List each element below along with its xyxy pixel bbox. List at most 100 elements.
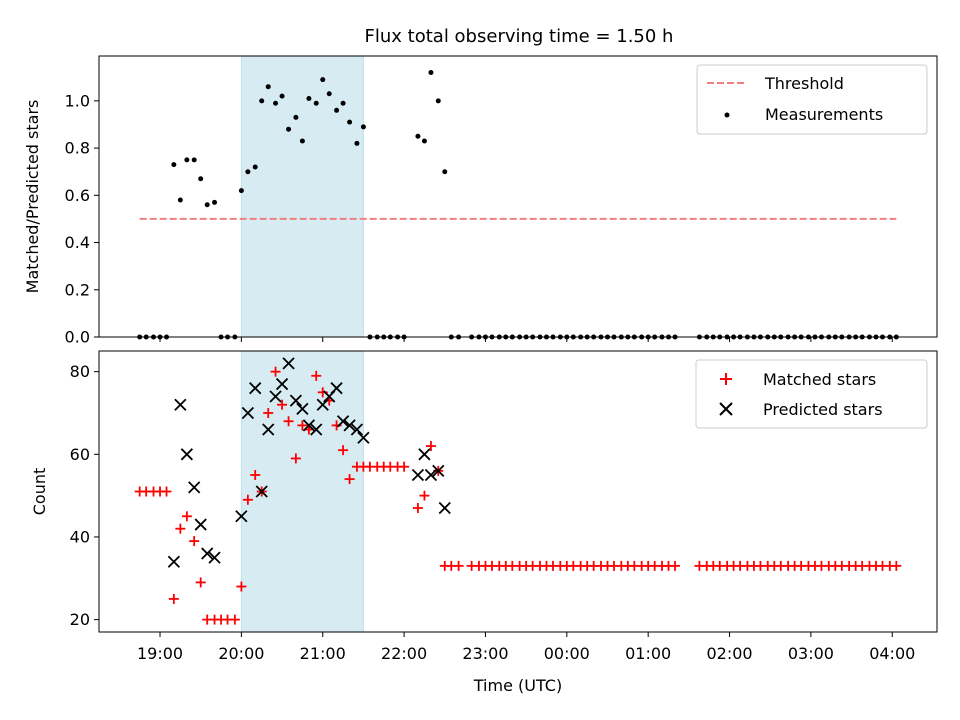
bottom-y-axis-label: Count [30,468,49,516]
measurement-point [415,133,421,139]
matched-star-point [283,416,294,427]
matched-star-point [236,581,247,592]
bottom-y-tick-label: 20 [70,610,90,629]
measurement-point [252,164,258,170]
measurement-point [198,176,204,182]
top-legend-box [696,64,928,135]
measurement-point [259,98,265,104]
matched-star-point [168,593,179,604]
matched-star-point [181,511,192,522]
x-axis-label: Time (UTC) [473,676,562,695]
predicted-star-point [336,415,350,428]
x-tick-label: 19:00 [137,644,183,663]
measurement-point [279,93,285,99]
measurement-point [299,138,305,144]
matched-star-point [242,494,253,505]
top-axes-frame [98,55,938,338]
measurement-point [306,96,312,102]
measurement-point [191,157,197,163]
predicted-star-point [241,406,255,420]
bottom-legend-box [695,359,928,429]
matched-star-point [229,614,240,625]
bottom-y-tick-label: 80 [70,362,90,381]
top-y-tick-label: 0.2 [65,280,90,299]
x-tick-label: 23:00 [462,644,508,663]
measurement-point [421,138,427,144]
bottom-panel: 20 40 60 80 19:00 20:00 21:00 22:00 23:00 00:00 0… [30,350,938,695]
matched-star-point [891,560,902,571]
predicted-star-point [208,551,221,564]
predicted-star-point [174,398,187,411]
matched-star-point [270,366,281,377]
measurement-point [293,114,299,120]
predicted-star-point [249,382,262,395]
bottom-y-tick-label: 60 [70,445,90,464]
predicted-star-point [167,555,180,568]
top-panel: 0.0 0.2 0.4 0.6 0.8 1.0 Matched/Predicted sta… [23,55,938,347]
top-y-axis-label: Matched/Predicted stars [23,100,42,294]
measurement-point [360,124,366,130]
x-tick-label: 22:00 [381,644,427,663]
predicted-star-point [296,402,309,415]
legend-predicted-label: Predicted stars [763,400,883,419]
measurement-point [334,107,340,113]
legend-matched-label: Matched stars [763,370,876,389]
measurement-point [184,157,190,163]
matched-star-point [250,469,261,480]
x-tick-label: 04:00 [869,644,915,663]
legend-threshold-label: Threshold [764,74,844,93]
matched-star-point [263,407,274,418]
matched-star-point [399,461,410,472]
matched-star-point [290,453,301,464]
predicted-star-point [330,382,343,395]
matched-star-point [311,370,322,381]
matched-star-point [425,441,436,452]
measurement-point [204,202,210,208]
top-y-tick-label: 0.0 [65,328,90,347]
matched-star-point [453,560,464,571]
measurement-point [320,77,326,83]
predicted-star-point [235,510,248,523]
legend-matched-swatch [720,373,732,385]
matched-star-point [189,536,200,547]
predicted-star-point [411,468,425,482]
predicted-star-point [432,464,445,477]
top-y-ticks: 0.0 0.2 0.4 0.6 0.8 1.0 [65,91,99,347]
matched-star-point [195,577,206,588]
measurement-point [442,169,448,175]
matched-star-point [277,399,288,410]
x-tick-label: 21:00 [300,644,346,663]
bottom-axes-frame [98,350,938,633]
top-x-ticks [159,337,893,342]
chart-title: Flux total observing time = 1.50 h [365,26,674,47]
matched-star-point [175,523,186,534]
measurement-point [313,100,319,106]
predicted-star-point [201,547,214,560]
predicted-star-point [316,398,329,411]
predicted-star-point [269,390,282,403]
legend-measurements-swatch [724,112,730,118]
measurement-point [326,91,332,97]
bottom-x-ticks: 19:00 20:00 21:00 22:00 23:00 00:00 01:00 02:00… [137,632,915,663]
predicted-star-point [255,485,268,498]
measurement-point [354,140,360,146]
predicted-star-point [275,377,289,391]
measurement-point [212,199,218,205]
measurement-point [238,188,244,194]
x-tick-label: 02:00 [706,644,752,663]
measurement-point [177,197,183,203]
legend-predicted-swatch [719,402,733,416]
top-highlight-span [240,55,364,338]
predicted-star-point [180,448,194,461]
top-y-tick-label: 1.0 [65,91,90,110]
measurement-point [171,162,177,168]
bottom-legend: Matched stars Predicted stars [695,359,928,429]
matched-star-point [670,560,681,571]
predicted-star-point [302,419,316,432]
measurement-point [340,100,346,106]
measurement-point [347,119,353,125]
predicted-star-point [418,448,431,461]
bottom-y-ticks: 20 40 60 80 [70,362,99,629]
predicted-star-point [424,468,438,482]
predicted-star-point [438,501,451,515]
